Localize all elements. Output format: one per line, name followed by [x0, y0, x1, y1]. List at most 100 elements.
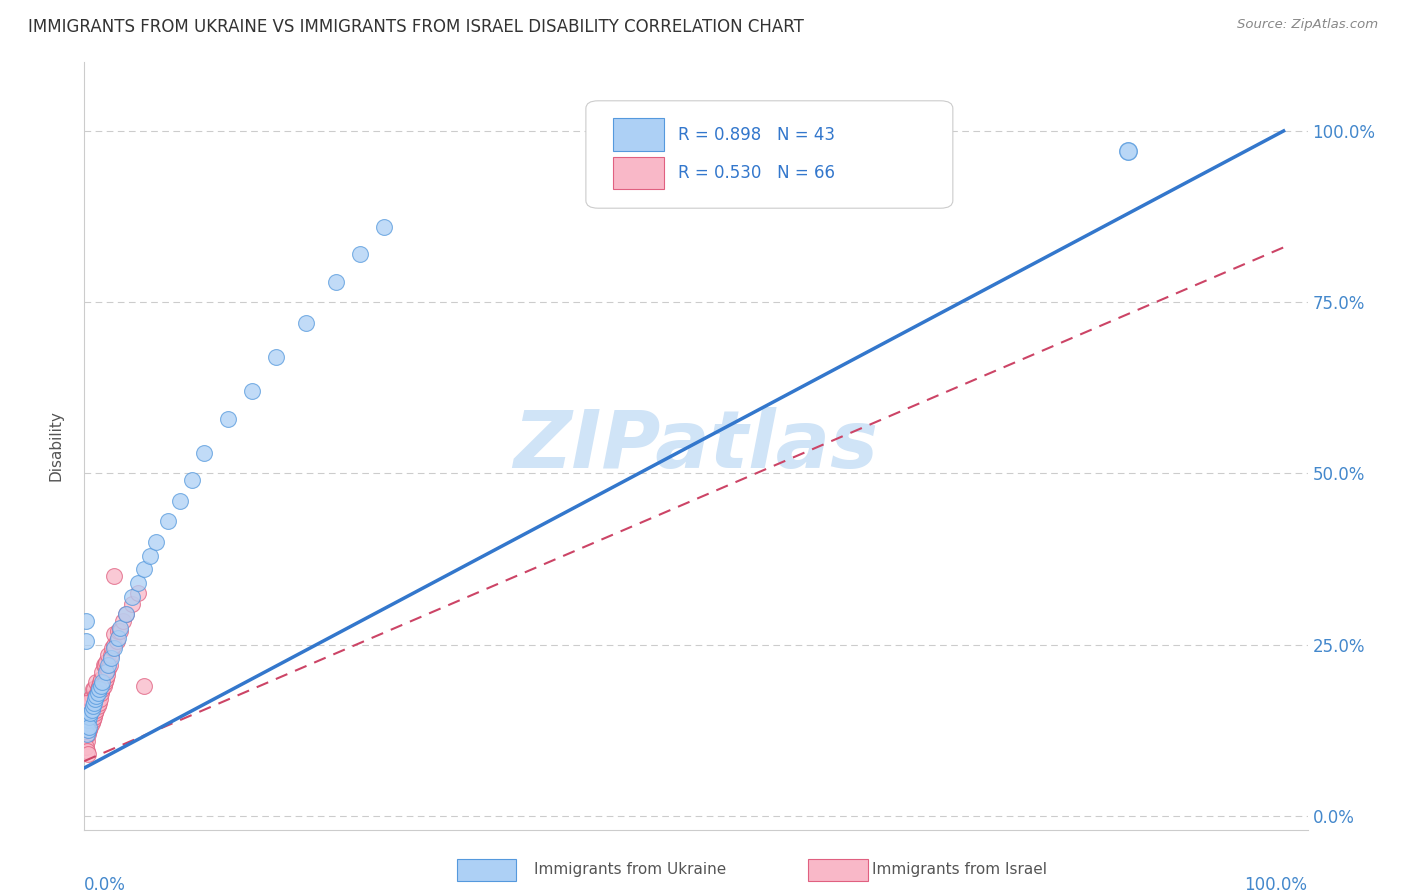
Point: [111, 614, 134, 628]
Point: [121, 597, 143, 611]
Point: [181, 473, 204, 487]
Point: [103, 569, 125, 583]
Point: [80, 716, 103, 731]
Point: [193, 446, 215, 460]
Point: [77, 726, 100, 740]
Point: [101, 641, 124, 656]
Point: [240, 384, 263, 399]
Point: [77, 720, 100, 734]
Text: Immigrants from Israel: Immigrants from Israel: [872, 863, 1046, 877]
Point: [97, 658, 120, 673]
Point: [79, 703, 101, 717]
Point: [75, 713, 97, 727]
Point: [103, 627, 125, 641]
Point: [295, 316, 318, 330]
Point: [76, 733, 98, 747]
Point: [94, 655, 117, 669]
Point: [91, 682, 114, 697]
Point: [264, 350, 287, 364]
Point: [83, 709, 105, 723]
Point: [75, 634, 97, 648]
Point: [115, 607, 138, 621]
Point: [82, 699, 104, 714]
Point: [98, 658, 121, 673]
Point: [76, 744, 98, 758]
Point: [77, 709, 100, 723]
Text: 0.0%: 0.0%: [84, 876, 127, 892]
FancyBboxPatch shape: [586, 101, 953, 208]
Point: [86, 682, 108, 697]
Point: [77, 706, 100, 720]
Point: [75, 614, 97, 628]
Point: [75, 730, 97, 744]
Point: [93, 658, 115, 673]
Point: [82, 682, 104, 697]
Point: [86, 685, 108, 699]
Point: [100, 648, 122, 662]
Point: [77, 723, 100, 738]
Point: [82, 699, 104, 714]
Point: [93, 658, 115, 673]
Text: 100.0%: 100.0%: [1244, 876, 1308, 892]
Point: [79, 706, 101, 720]
Point: [80, 703, 103, 717]
Point: [134, 679, 156, 693]
Point: [89, 692, 111, 706]
Point: [115, 607, 138, 621]
Point: [90, 672, 112, 686]
Point: [77, 713, 100, 727]
Point: [80, 703, 103, 717]
Point: [157, 514, 180, 528]
Point: [89, 675, 111, 690]
Point: [76, 720, 98, 734]
Y-axis label: Disability: Disability: [49, 410, 63, 482]
Point: [90, 679, 112, 693]
Point: [77, 709, 100, 723]
Point: [121, 590, 143, 604]
Point: [139, 549, 162, 563]
Point: [103, 638, 125, 652]
Point: [107, 631, 129, 645]
Point: [110, 624, 132, 638]
Point: [105, 634, 128, 648]
Point: [76, 726, 98, 740]
Point: [373, 219, 395, 234]
Point: [83, 682, 105, 697]
Point: [75, 720, 97, 734]
Point: [80, 689, 103, 703]
Point: [77, 747, 100, 762]
FancyBboxPatch shape: [613, 157, 664, 189]
Point: [107, 624, 129, 638]
Point: [93, 679, 115, 693]
Point: [75, 723, 97, 738]
Point: [77, 699, 100, 714]
Point: [94, 672, 117, 686]
Point: [86, 675, 108, 690]
Point: [94, 665, 117, 679]
Point: [82, 713, 104, 727]
Point: [103, 641, 125, 656]
Point: [76, 706, 98, 720]
Point: [75, 696, 97, 710]
FancyBboxPatch shape: [613, 119, 664, 151]
Text: Immigrants from Ukraine: Immigrants from Ukraine: [534, 863, 727, 877]
Point: [83, 696, 105, 710]
Point: [87, 679, 110, 693]
Text: R = 0.530   N = 66: R = 0.530 N = 66: [678, 164, 835, 182]
Point: [145, 535, 167, 549]
Point: [1116, 145, 1139, 159]
Point: [79, 692, 101, 706]
Point: [79, 720, 101, 734]
Point: [77, 723, 100, 738]
Point: [86, 689, 108, 703]
Point: [86, 703, 108, 717]
Point: [76, 716, 98, 731]
Text: IMMIGRANTS FROM UKRAINE VS IMMIGRANTS FROM ISRAEL DISABILITY CORRELATION CHART: IMMIGRANTS FROM UKRAINE VS IMMIGRANTS FR…: [28, 18, 804, 36]
Point: [110, 620, 132, 634]
Point: [84, 706, 107, 720]
Point: [87, 682, 110, 697]
Point: [97, 662, 120, 676]
Point: [93, 675, 115, 690]
Text: ZIPatlas: ZIPatlas: [513, 407, 879, 485]
Point: [91, 675, 114, 690]
